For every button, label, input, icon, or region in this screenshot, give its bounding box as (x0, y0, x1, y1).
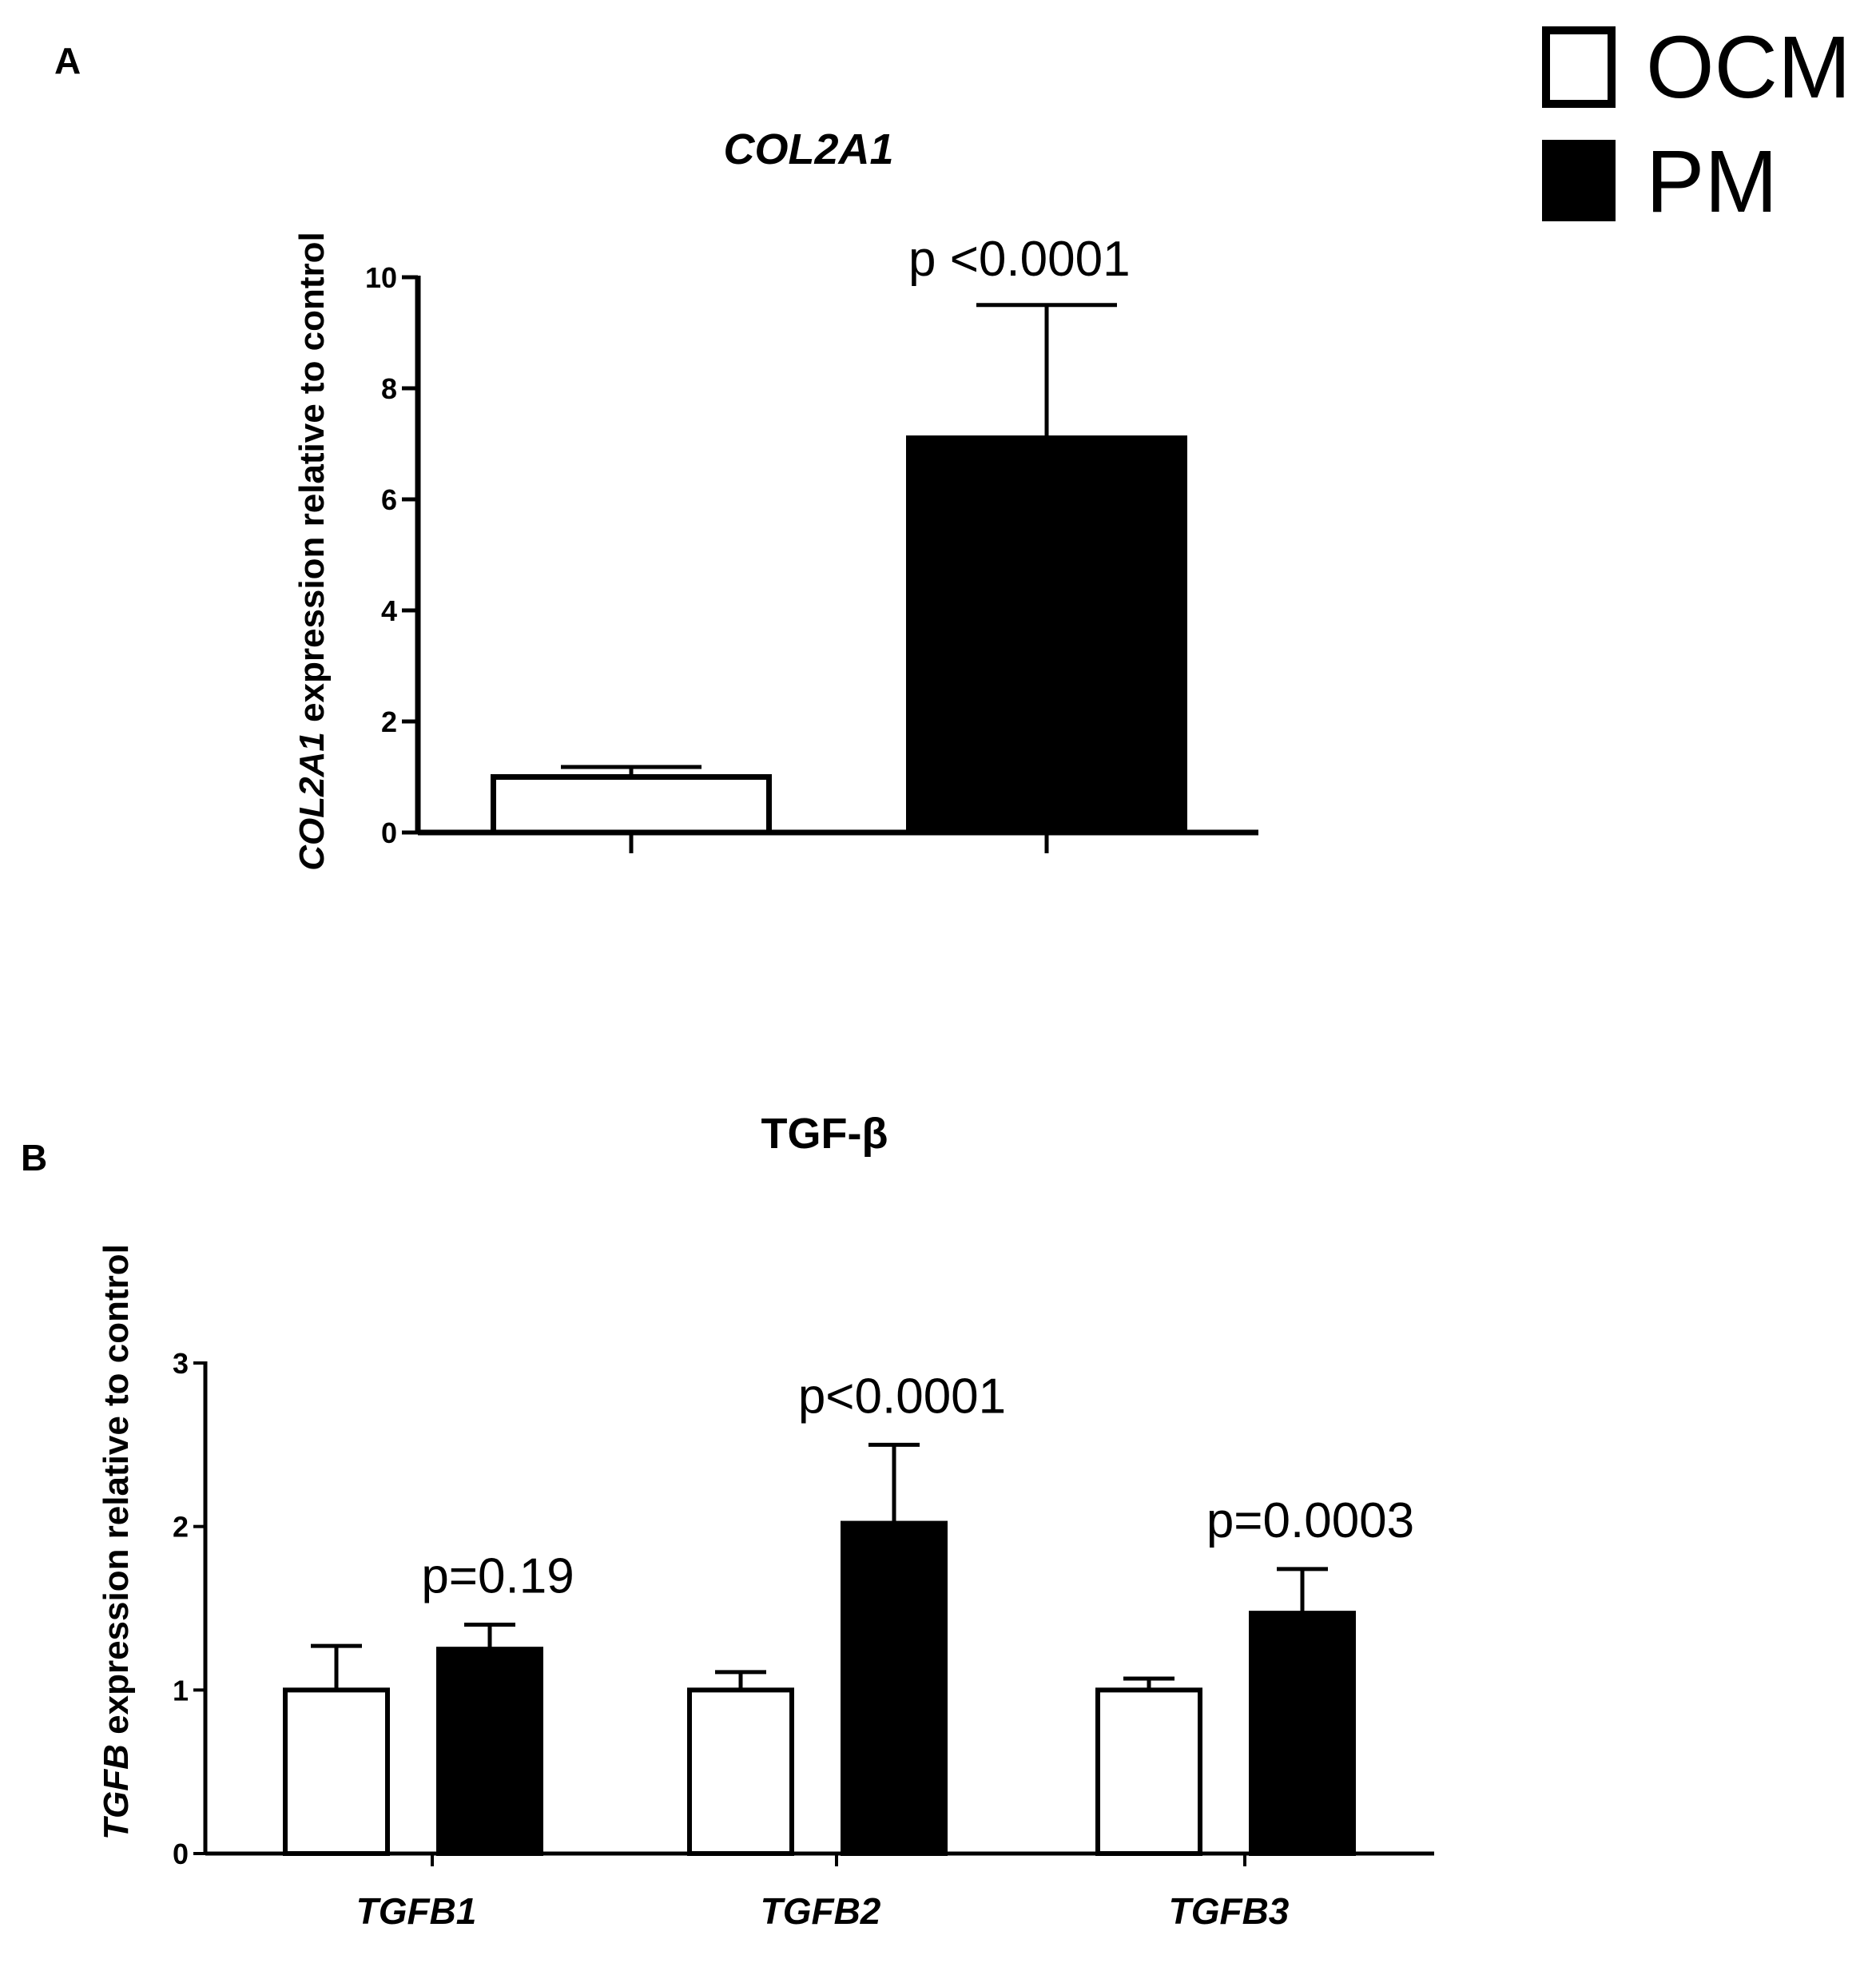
panel-b: B TGF-β TGFB expression relative to cont… (21, 1110, 1434, 1932)
p-values-b: p=0.19 p<0.0001 p=0.0003 (421, 1369, 1414, 1603)
p-value-tgfb1: p=0.19 (421, 1548, 574, 1603)
x-axis-b: TGFB1 TGFB2 TGFB3 (205, 1851, 1434, 1932)
legend-swatch-ocm (1542, 26, 1616, 108)
y-tick-label-a-4: 8 (381, 372, 397, 405)
y-tick-label-b-3: 3 (173, 1347, 189, 1380)
y-tick-label-b-1: 1 (173, 1674, 189, 1707)
y-axis-label-a: COL2A1 expression relative to control (292, 232, 332, 871)
category-label-tgfb3: TGFB3 (1169, 1890, 1290, 1932)
panel-letter-b: B (21, 1137, 47, 1178)
y-tick-label-a-5: 10 (365, 261, 397, 294)
p-value-tgfb2: p<0.0001 (798, 1369, 1006, 1424)
y-tick-label-a-1: 2 (381, 705, 397, 738)
p-value-a: p <0.0001 (908, 232, 1131, 287)
x-axis-a (418, 829, 1258, 853)
bar-pm-tgfb2 (841, 1520, 948, 1857)
bar-ocm-tgfb1 (283, 1687, 390, 1856)
category-label-tgfb1: TGFB1 (356, 1890, 477, 1932)
bars-a (491, 303, 1187, 836)
legend-swatch-pm (1542, 140, 1616, 221)
p-value-tgfb3: p=0.0003 (1206, 1493, 1414, 1548)
category-label-tgfb2: TGFB2 (761, 1890, 881, 1932)
y-tick-label-b-0: 0 (173, 1838, 189, 1870)
y-tick-label-a-0: 0 (381, 817, 397, 849)
legend: OCM PM (1542, 18, 1851, 231)
bar-pm-tgfb1 (436, 1647, 543, 1857)
y-tick-label-a-2: 4 (381, 594, 397, 627)
panel-letter-a: A (54, 40, 81, 81)
bar-ocm-a (491, 774, 772, 836)
panel-a: A COL2A1 COL2A1 expression relative to c… (54, 40, 1258, 871)
y-axis-label-b: TGFB expression relative to control (97, 1244, 136, 1840)
y-tick-label-b-2: 2 (173, 1511, 189, 1544)
bar-ocm-tgfb3 (1095, 1687, 1202, 1856)
y-axis-a: 0 2 4 6 8 10 (365, 261, 421, 849)
y-tick-label-a-3: 6 (381, 483, 397, 516)
y-axis-b: 0 1 2 3 (173, 1347, 208, 1870)
legend-label-pm: PM (1646, 133, 1778, 231)
legend-label-ocm: OCM (1646, 18, 1851, 117)
chart-title-a: COL2A1 (723, 125, 893, 173)
bars-b (283, 1442, 1356, 1857)
bar-pm-a (906, 435, 1187, 836)
bar-ocm-tgfb2 (687, 1687, 794, 1856)
chart-title-b: TGF-β (761, 1110, 888, 1158)
bar-pm-tgfb3 (1249, 1611, 1356, 1856)
